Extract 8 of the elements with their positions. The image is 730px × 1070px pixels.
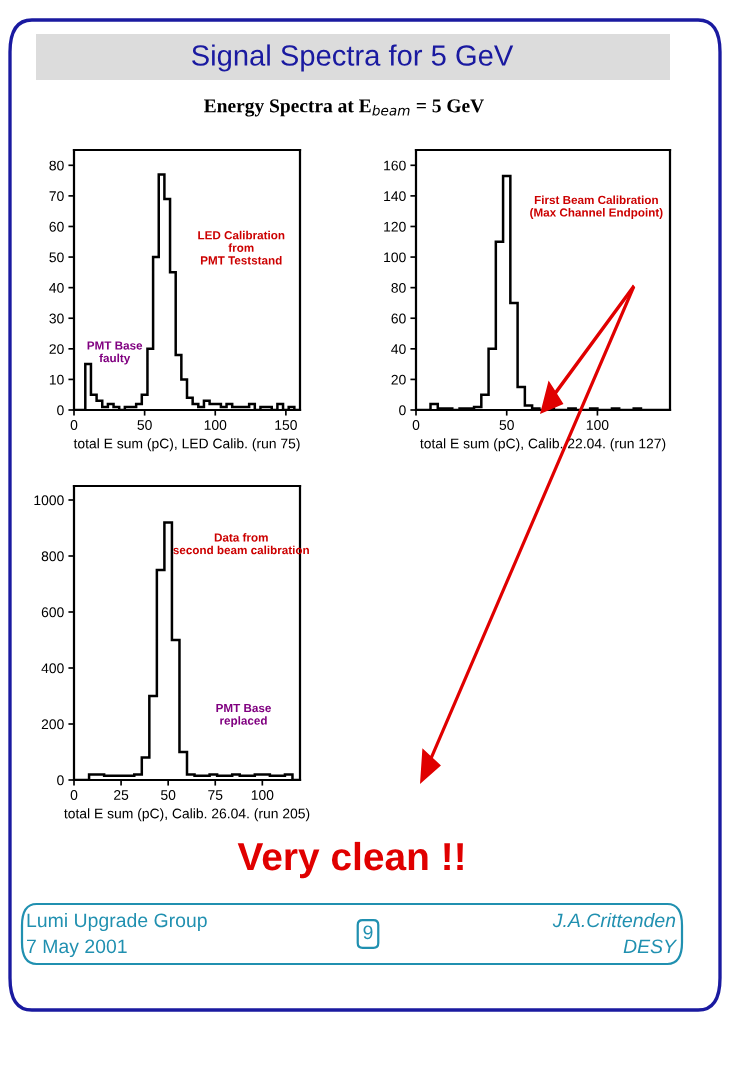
text: Very clean !! [237,841,463,879]
text: 7 May 2001 [27,939,127,958]
text: Energy Spectra at E$_{beam}$ = 5 GeV [204,99,484,117]
text: 9 [363,925,373,940]
text: J.A.Crittenden [552,912,676,928]
text: Lumi Upgrade Group [27,912,207,932]
text: Signal Spectra for 5 GeV [192,44,514,72]
text: DESY [623,939,678,954]
